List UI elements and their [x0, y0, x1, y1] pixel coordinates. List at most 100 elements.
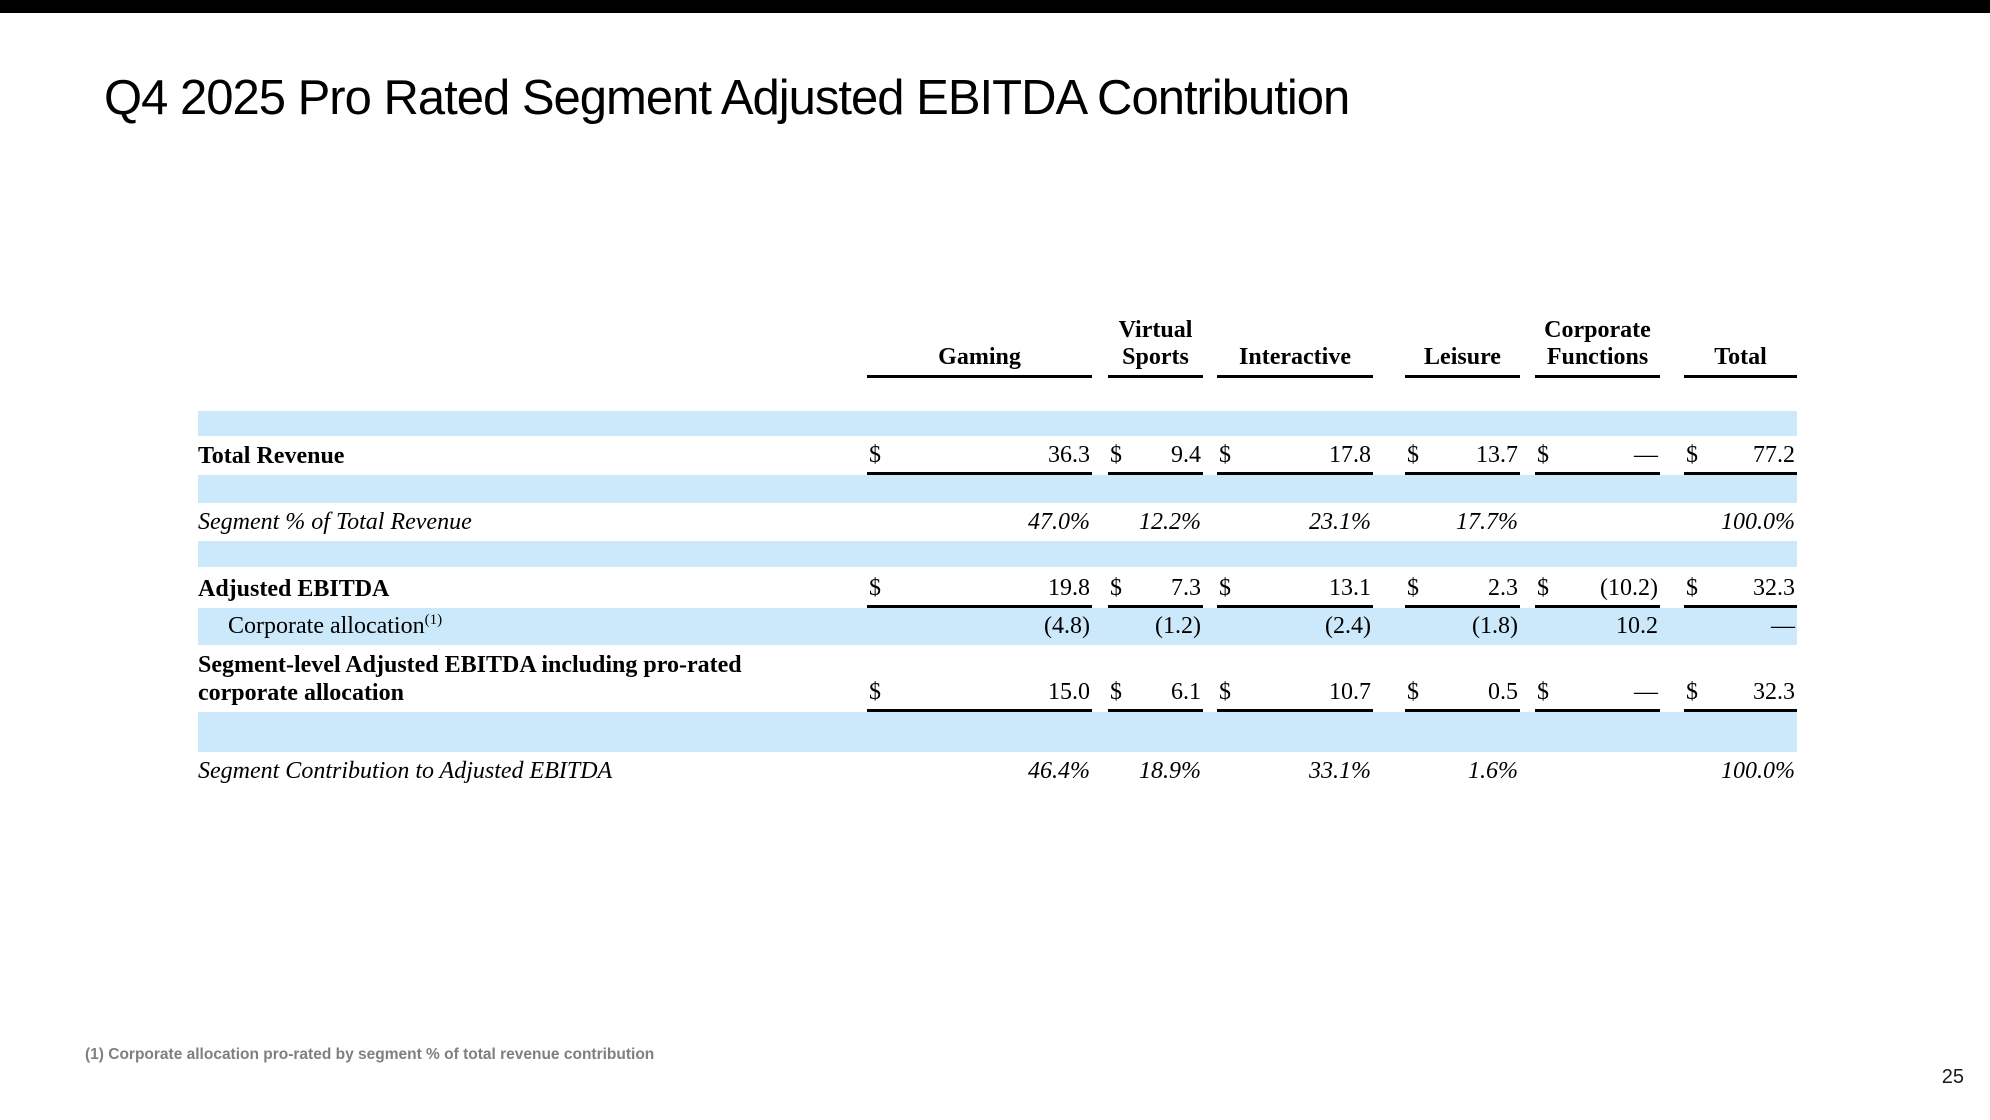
- value-text: 100.0%: [1721, 509, 1795, 535]
- value-text: 77.2: [1753, 442, 1795, 468]
- value-cell: $10.7: [1217, 645, 1373, 712]
- value-cell: $77.2: [1684, 436, 1797, 475]
- value-cell: 17.7%: [1405, 503, 1520, 541]
- row-label: Corporate allocation(1): [198, 608, 860, 645]
- column-gap: [1373, 503, 1405, 541]
- value-cell: $32.3: [1684, 645, 1797, 712]
- header-gap: [1373, 300, 1405, 378]
- segment-ebitda-table: Gaming Virtual Sports Interactive Leisure Co…: [198, 300, 1797, 790]
- value-cell: $9.4: [1108, 436, 1203, 475]
- column-gap: [1520, 645, 1535, 712]
- table-header-row: Gaming Virtual Sports Interactive Leisure Co…: [198, 300, 1797, 378]
- value-cell: $0.5: [1405, 645, 1520, 712]
- value-cell: (1.2): [1108, 608, 1203, 645]
- dollar-sign: $: [869, 442, 881, 468]
- value-text: (10.2): [1600, 575, 1658, 601]
- table-stripe-row: [198, 712, 1797, 752]
- value-text: 46.4%: [1028, 758, 1090, 784]
- value-cell: 47.0%: [867, 503, 1092, 541]
- value-text: 17.7%: [1456, 509, 1518, 535]
- table-row: Adjusted EBITDA $19.8 $7.3 $13.1 $2.3 $ (10.2)…: [198, 567, 1797, 608]
- table-stripe-row: [198, 475, 1797, 503]
- value-text: 36.3: [1048, 442, 1090, 468]
- value-text: 32.3: [1753, 575, 1795, 601]
- column-gap: [1660, 645, 1684, 712]
- value-cell: $32.3: [1684, 567, 1797, 608]
- table-row: Segment % of Total Revenue 47.0% 12.2% 23.1…: [198, 503, 1797, 541]
- value-cell: $2.3: [1405, 567, 1520, 608]
- value-cell: $ —: [1535, 645, 1660, 712]
- top-accent-bar: [0, 0, 1990, 13]
- value-text: (1.8): [1472, 613, 1518, 639]
- value-cell: 33.1%: [1217, 752, 1373, 790]
- dollar-sign: $: [1219, 442, 1231, 468]
- value-cell: 46.4%: [867, 752, 1092, 790]
- dollar-sign: $: [1537, 442, 1549, 468]
- column-gap: [1520, 567, 1535, 608]
- value-cell: (4.8): [867, 608, 1092, 645]
- value-cell: —: [1684, 608, 1797, 645]
- column-gap: [860, 645, 867, 712]
- table-stripe-row: [198, 378, 1797, 411]
- column-gap: [860, 567, 867, 608]
- slide-title: Q4 2025 Pro Rated Segment Adjusted EBITD…: [104, 71, 1350, 125]
- column-gap: [1520, 608, 1535, 645]
- column-gap: [1203, 752, 1217, 790]
- value-text: 6.1: [1171, 679, 1201, 705]
- column-gap: [1092, 645, 1108, 712]
- table-row: Total Revenue $36.3 $9.4 $17.8 $13.7 $ — $77.2: [198, 436, 1797, 475]
- column-gap: [1092, 567, 1108, 608]
- value-cell: (2.4): [1217, 608, 1373, 645]
- value-cell: $15.0: [867, 645, 1092, 712]
- dollar-sign: $: [1686, 575, 1698, 601]
- value-cell: $7.3: [1108, 567, 1203, 608]
- dollar-sign: $: [1219, 679, 1231, 705]
- value-text: 2.3: [1488, 575, 1518, 601]
- value-cell: 12.2%: [1108, 503, 1203, 541]
- row-label-text: Segment Contribution to Adjusted EBITDA: [198, 758, 613, 784]
- header-gap: [1203, 300, 1217, 378]
- dollar-sign: $: [1537, 575, 1549, 601]
- value-text: —: [1634, 679, 1658, 705]
- column-gap: [860, 436, 867, 475]
- row-label: Segment-level Adjusted EBITDA including …: [198, 645, 860, 712]
- table-row: Segment Contribution to Adjusted EBITDA 4…: [198, 752, 1797, 790]
- column-gap: [860, 503, 867, 541]
- column-gap: [860, 608, 867, 645]
- value-text: 19.8: [1048, 575, 1090, 601]
- value-text: 10.2: [1616, 613, 1658, 639]
- value-text: 100.0%: [1721, 758, 1795, 784]
- value-text: 12.2%: [1139, 509, 1201, 535]
- value-text: 0.5: [1488, 679, 1518, 705]
- value-text: 13.7: [1476, 442, 1518, 468]
- column-gap: [1203, 608, 1217, 645]
- value-text: —: [1771, 613, 1795, 639]
- value-cell: 10.2: [1535, 608, 1660, 645]
- value-text: 7.3: [1171, 575, 1201, 601]
- value-cell: 23.1%: [1217, 503, 1373, 541]
- value-cell: $19.8: [867, 567, 1092, 608]
- value-cell: 1.6%: [1405, 752, 1520, 790]
- row-label: Adjusted EBITDA: [198, 567, 860, 608]
- value-cell: (1.8): [1405, 608, 1520, 645]
- header-gap: [1660, 300, 1684, 378]
- value-cell: $ (10.2): [1535, 567, 1660, 608]
- row-label: Segment Contribution to Adjusted EBITDA: [198, 752, 860, 790]
- column-gap: [1203, 645, 1217, 712]
- value-text: —: [1634, 442, 1658, 468]
- value-cell: [1535, 503, 1660, 541]
- value-cell: 100.0%: [1684, 752, 1797, 790]
- column-header: Corporate Functions: [1535, 300, 1660, 378]
- stripe-band: [198, 475, 1797, 503]
- value-text: 23.1%: [1309, 509, 1371, 535]
- column-gap: [1203, 436, 1217, 475]
- column-gap: [1373, 567, 1405, 608]
- value-text: 47.0%: [1028, 509, 1090, 535]
- value-text: 10.7: [1329, 679, 1371, 705]
- row-label-text: Segment-level Adjusted EBITDA including …: [198, 652, 742, 706]
- value-text: 32.3: [1753, 679, 1795, 705]
- column-gap: [1660, 436, 1684, 475]
- column-gap: [1092, 503, 1108, 541]
- column-gap: [1660, 567, 1684, 608]
- value-cell: $13.1: [1217, 567, 1373, 608]
